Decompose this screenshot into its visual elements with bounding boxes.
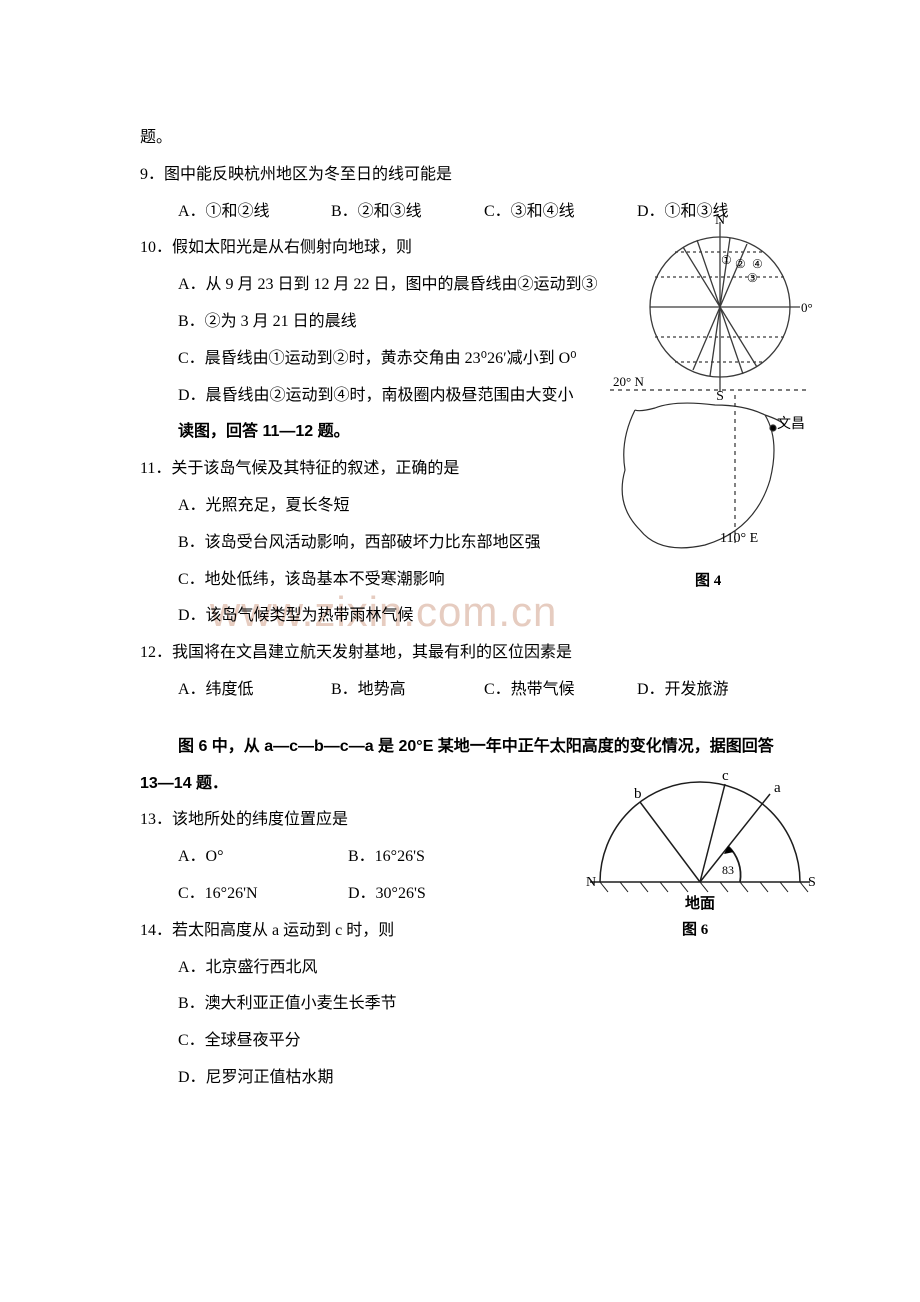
q13-optB: B．16°26'S: [348, 839, 518, 876]
q12-optC: C．热带气候: [484, 672, 637, 709]
q11-stem: 11．关于该岛气候及其特征的叙述，正确的是: [140, 451, 790, 488]
q10-optA: A．从 9 月 23 日到 12 月 22 日，图中的晨昏线由②运动到③: [140, 267, 790, 304]
lead-13-14-a: 图 6 中，从 a—c—b—c—a 是 20°E 某地一年中正午太阳高度的变化情…: [140, 729, 790, 766]
q13-row2: C．16°26'N D．30°26'S: [140, 876, 790, 913]
q14-optB: B．澳大利亚正值小麦生长季节: [140, 986, 790, 1023]
q14-stem: 14．若太阳高度从 a 运动到 c 时，则: [140, 913, 790, 950]
q13-row1: A．O° B．16°26'S: [140, 839, 790, 876]
q10-optB: B．②为 3 月 21 日的晨线: [140, 304, 790, 341]
q12-optD: D．开发旅游: [637, 672, 790, 709]
q9-optB: B．②和③线: [331, 194, 484, 231]
q14-optC: C．全球昼夜平分: [140, 1023, 790, 1060]
q9-optC: C．③和④线: [484, 194, 637, 231]
q13-stem: 13．该地所处的纬度位置应是: [140, 802, 790, 839]
q9-optD: D．①和③线: [637, 194, 790, 231]
q14-optA: A．北京盛行西北风: [140, 950, 790, 987]
lead-11-12: 读图，回答 11—12 题。: [140, 414, 790, 451]
q9-optA: A．①和②线: [178, 194, 331, 231]
q12-optB: B．地势高: [331, 672, 484, 709]
q9-options: A．①和②线 B．②和③线 C．③和④线 D．①和③线: [140, 194, 790, 231]
q13-optC: C．16°26'N: [178, 876, 348, 913]
q12-optA: A．纬度低: [178, 672, 331, 709]
sun-S: S: [808, 875, 816, 890]
q11-optA: A．光照充足，夏长冬短: [140, 488, 790, 525]
q11-optB: B．该岛受台风活动影响，西部破坏力比东部地区强: [140, 525, 790, 562]
q14-optD: D．尼罗河正值枯水期: [140, 1060, 790, 1097]
q12-stem: 12．我国将在文昌建立航天发射基地，其最有利的区位因素是: [140, 635, 790, 672]
q10-optD: D．晨昏线由②运动到④时，南极圈内极昼范围由大变小: [140, 378, 790, 415]
q13-optD: D．30°26'S: [348, 876, 518, 913]
q9-stem: 9．图中能反映杭州地区为冬至日的线可能是: [140, 157, 790, 194]
q11-optC: C．地处低纬，该岛基本不受寒潮影响: [140, 562, 790, 599]
q13-optA: A．O°: [178, 839, 348, 876]
q12-options: A．纬度低 B．地势高 C．热带气候 D．开发旅游: [140, 672, 790, 709]
q11-optD: D．该岛气候类型为热带雨林气候: [140, 598, 790, 635]
intro-tail: 题。: [140, 120, 790, 157]
q10-optC: C．晨昏线由①运动到②时，黄赤交角由 23⁰26′减小到 O⁰: [140, 341, 790, 378]
lead-13-14-b: 13—14 题．: [140, 766, 790, 803]
globe-zero: 0°: [801, 300, 813, 315]
q10-stem: 10．假如太阳光是从右侧射向地球，则: [140, 230, 790, 267]
